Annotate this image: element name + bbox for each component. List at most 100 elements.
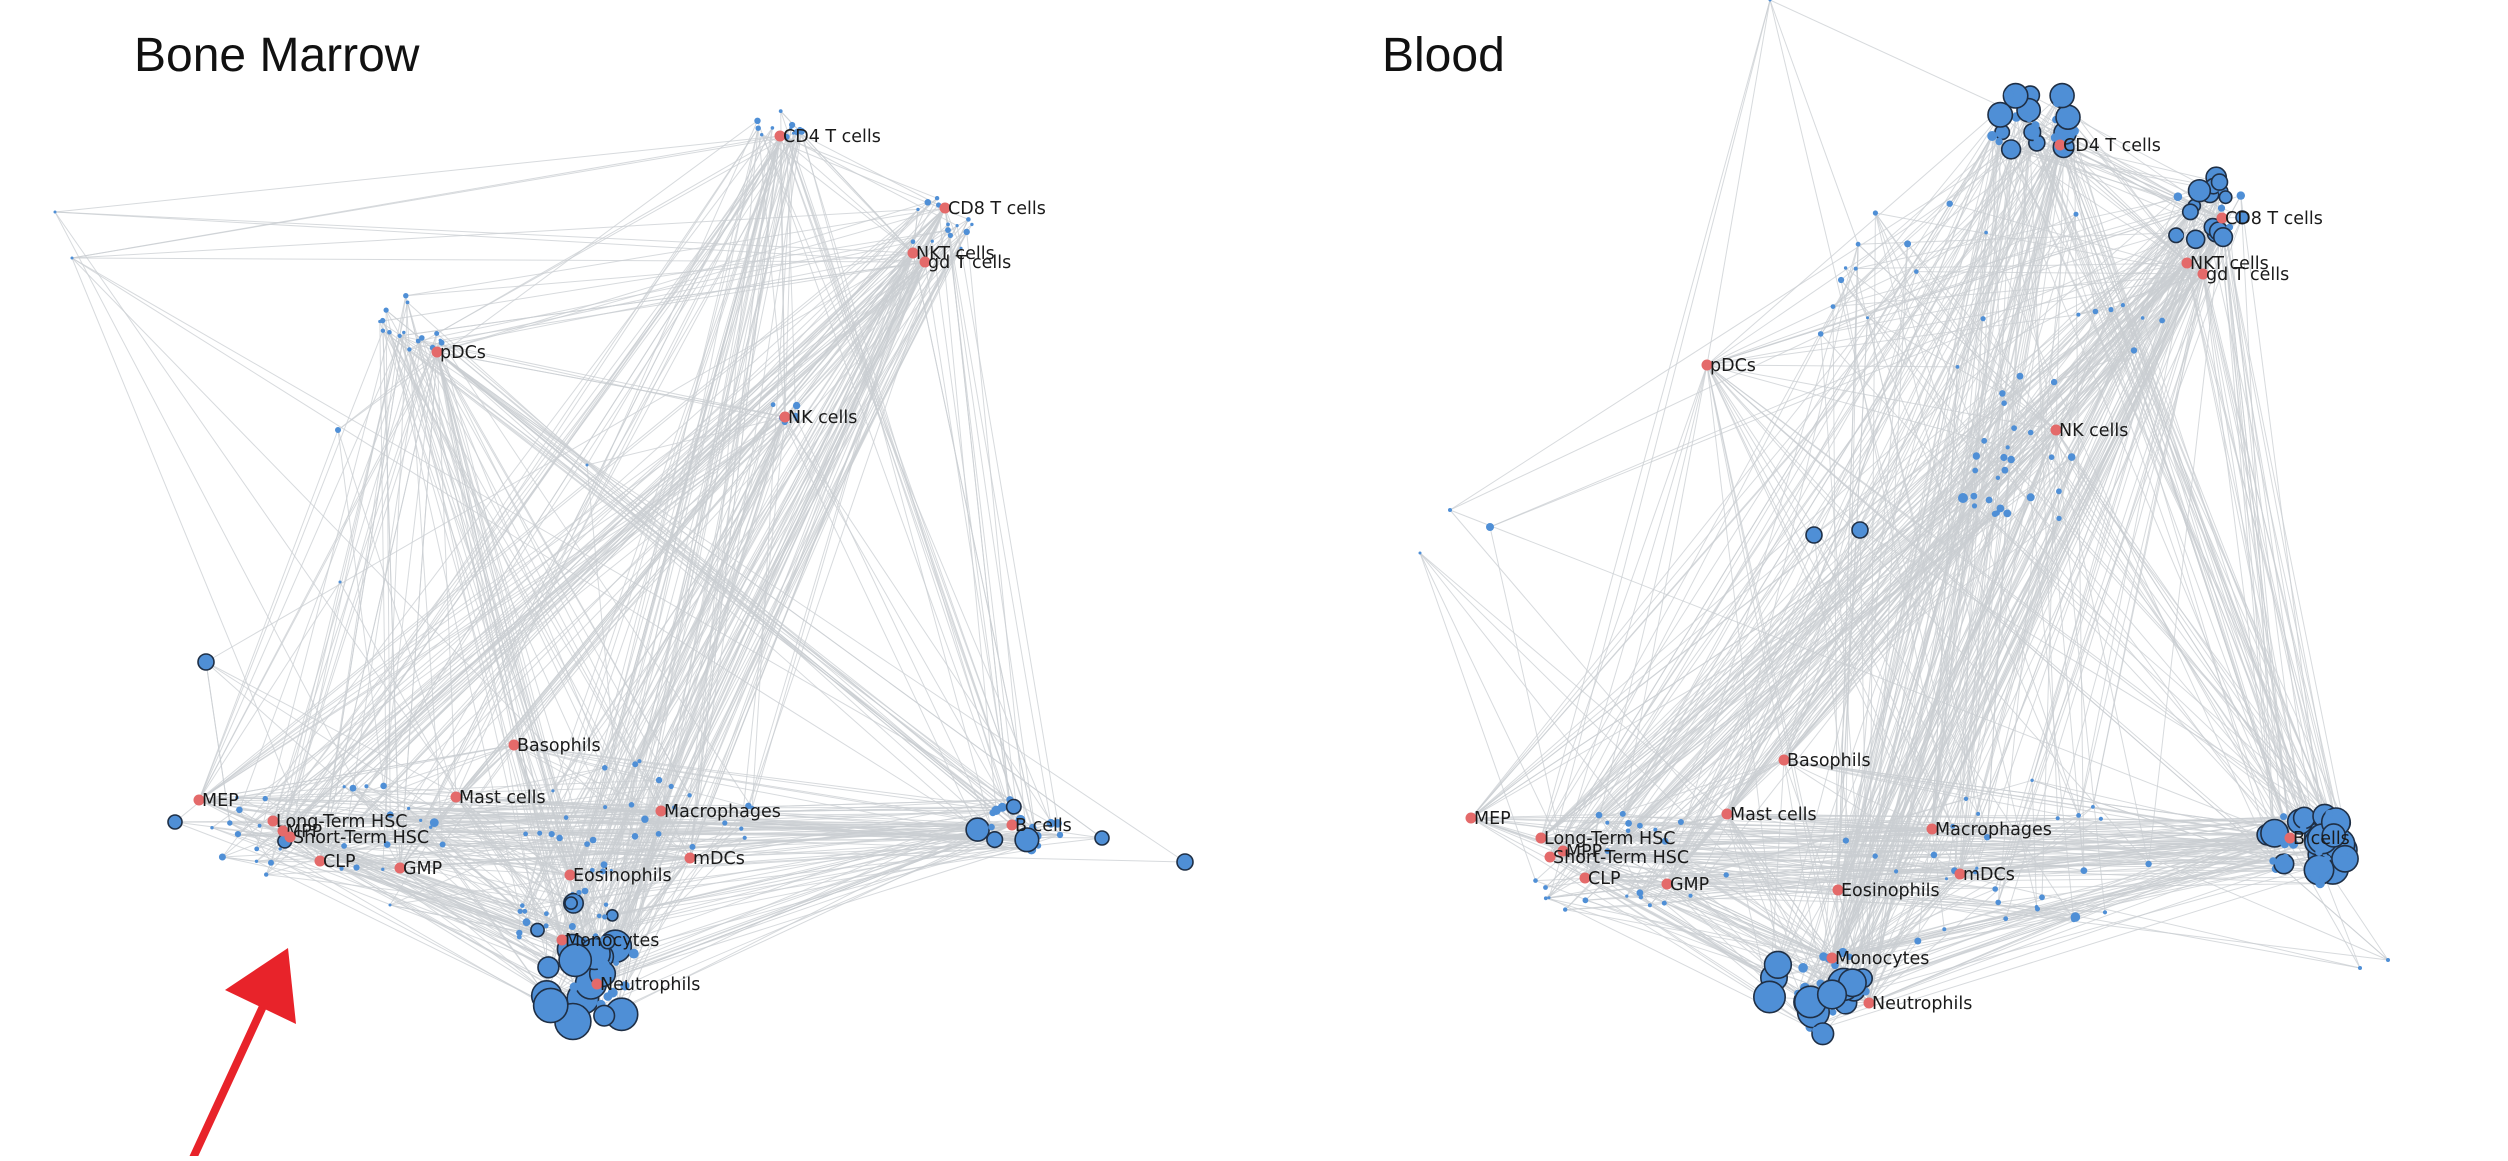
blood-edge [2038,909,2361,968]
bm-node [637,759,641,763]
bm-node [586,464,589,467]
blood-cell-label: Macrophages [1935,820,2052,840]
blood-node [1583,897,1589,903]
blood-node [2269,857,2277,865]
blood-cell-label: Monocytes [1835,949,1929,969]
blood-node [2187,230,2205,248]
blood-node [1812,1027,1819,1034]
bm-node [255,860,258,863]
blood-node [1818,331,1824,337]
blood-node [1843,838,1849,844]
blood-node [2004,90,2014,100]
bm-edge [939,205,997,810]
blood-node [1866,316,1869,319]
bm-node [419,819,422,822]
blood-node [2056,488,2062,494]
blood-node [1976,812,1980,816]
blood-edge [1667,244,1858,884]
bm-node [531,923,544,936]
bm-node [439,339,442,342]
blood-node [1981,316,1986,321]
blood-node [1972,468,1978,474]
blood-cell-label: CLP [1588,869,1621,889]
blood-node [2056,516,2061,521]
blood-node [2049,454,2055,460]
blood-node [1838,277,1844,283]
bm-node [987,832,1003,848]
blood-node [1964,797,1968,801]
blood-node [1754,981,1785,1012]
bm-node [916,208,919,211]
bm-cell-label: Eosinophils [573,866,672,886]
bm-cell-label: NK cells [788,408,857,428]
bm-node [538,957,559,978]
bm-node [935,196,939,200]
blood-node [2003,916,2008,921]
bm-node [387,330,392,335]
bm-edge [338,430,456,797]
blood-edge [1770,0,1858,244]
bm-node [570,982,579,991]
blood-edges [1420,0,2388,1034]
bm-node [380,318,385,323]
blood-node [2219,191,2231,203]
blood-node [2017,373,2024,380]
bm-node [970,223,973,226]
blood-node [1972,503,1977,508]
bm-node [946,223,950,227]
bm-cell-label: GMP [403,859,442,879]
blood-node [1543,885,1548,890]
bm-node [576,890,581,895]
blood-cell-label: GMP [1670,875,1709,895]
bm-node [632,761,638,767]
blood-node [1992,886,1998,892]
blood-node [1637,889,1644,896]
bm-edge [55,212,400,868]
blood-node [2189,180,2211,202]
bm-node [656,831,662,837]
blood-node [2076,813,2081,818]
blood-node [2183,204,2198,219]
blood-node [1904,240,1911,247]
bm-cell-label: Monocytes [565,931,659,951]
bm-node [219,854,226,861]
bm-node [71,257,74,260]
blood-node [1563,907,1567,911]
blood-cell-label: CD4 T cells [2063,136,2161,156]
blood-node [1678,819,1684,825]
bm-node [168,815,182,829]
blood-node [1914,269,1919,274]
blood-node [1829,1009,1836,1016]
blood-node [1987,131,1997,141]
bm-node [992,806,1001,815]
bm-cell-label: CLP [323,852,356,872]
bm-node [779,109,783,113]
blood-node [1448,508,1452,512]
bm-node [582,888,589,895]
bm-node [236,834,239,837]
blood-cell-label: Eosinophils [1841,881,1940,901]
bm-node [598,963,607,972]
bm-edge [603,208,945,871]
bm-node [584,841,590,847]
blood-node [1625,895,1628,898]
bm-node [966,818,989,841]
blood-node [2000,454,2007,461]
blood-node [2071,912,2081,922]
blood-node [1662,901,1667,906]
blood-title: Blood [1382,28,1505,83]
blood-node [1981,438,1987,444]
blood-node [1486,523,1494,531]
bm-node [925,199,932,206]
blood-node [2039,894,2045,900]
blood-node [2068,453,2076,461]
blood-edge [2134,350,2290,838]
bm-node [279,847,282,850]
blood-node [2103,910,2107,914]
bm-node [381,329,385,333]
bm-node [198,654,214,670]
bm-node [416,339,421,344]
bm-node [264,872,268,876]
blood-cell-label: Mast cells [1730,805,1817,825]
bm-node [534,988,568,1022]
